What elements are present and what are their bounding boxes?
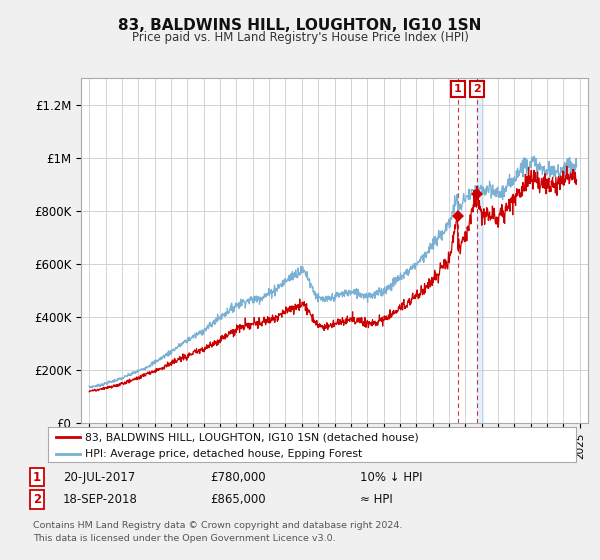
Text: ≈ HPI: ≈ HPI — [360, 493, 393, 506]
Text: 20-JUL-2017: 20-JUL-2017 — [63, 470, 135, 484]
Bar — [476, 78, 482, 423]
Text: This data is licensed under the Open Government Licence v3.0.: This data is licensed under the Open Gov… — [33, 534, 335, 543]
Text: 10% ↓ HPI: 10% ↓ HPI — [360, 470, 422, 484]
Text: 83, BALDWINS HILL, LOUGHTON, IG10 1SN (detached house): 83, BALDWINS HILL, LOUGHTON, IG10 1SN (d… — [85, 432, 419, 442]
Text: 18-SEP-2018: 18-SEP-2018 — [63, 493, 138, 506]
Text: 2: 2 — [33, 493, 41, 506]
Text: Price paid vs. HM Land Registry's House Price Index (HPI): Price paid vs. HM Land Registry's House … — [131, 31, 469, 44]
Text: 1: 1 — [454, 84, 461, 94]
Text: 83, BALDWINS HILL, LOUGHTON, IG10 1SN: 83, BALDWINS HILL, LOUGHTON, IG10 1SN — [118, 18, 482, 33]
Text: £865,000: £865,000 — [210, 493, 266, 506]
Text: 2: 2 — [473, 84, 481, 94]
Text: HPI: Average price, detached house, Epping Forest: HPI: Average price, detached house, Eppi… — [85, 449, 362, 459]
Text: 1: 1 — [33, 470, 41, 484]
Text: Contains HM Land Registry data © Crown copyright and database right 2024.: Contains HM Land Registry data © Crown c… — [33, 521, 403, 530]
Text: £780,000: £780,000 — [210, 470, 266, 484]
